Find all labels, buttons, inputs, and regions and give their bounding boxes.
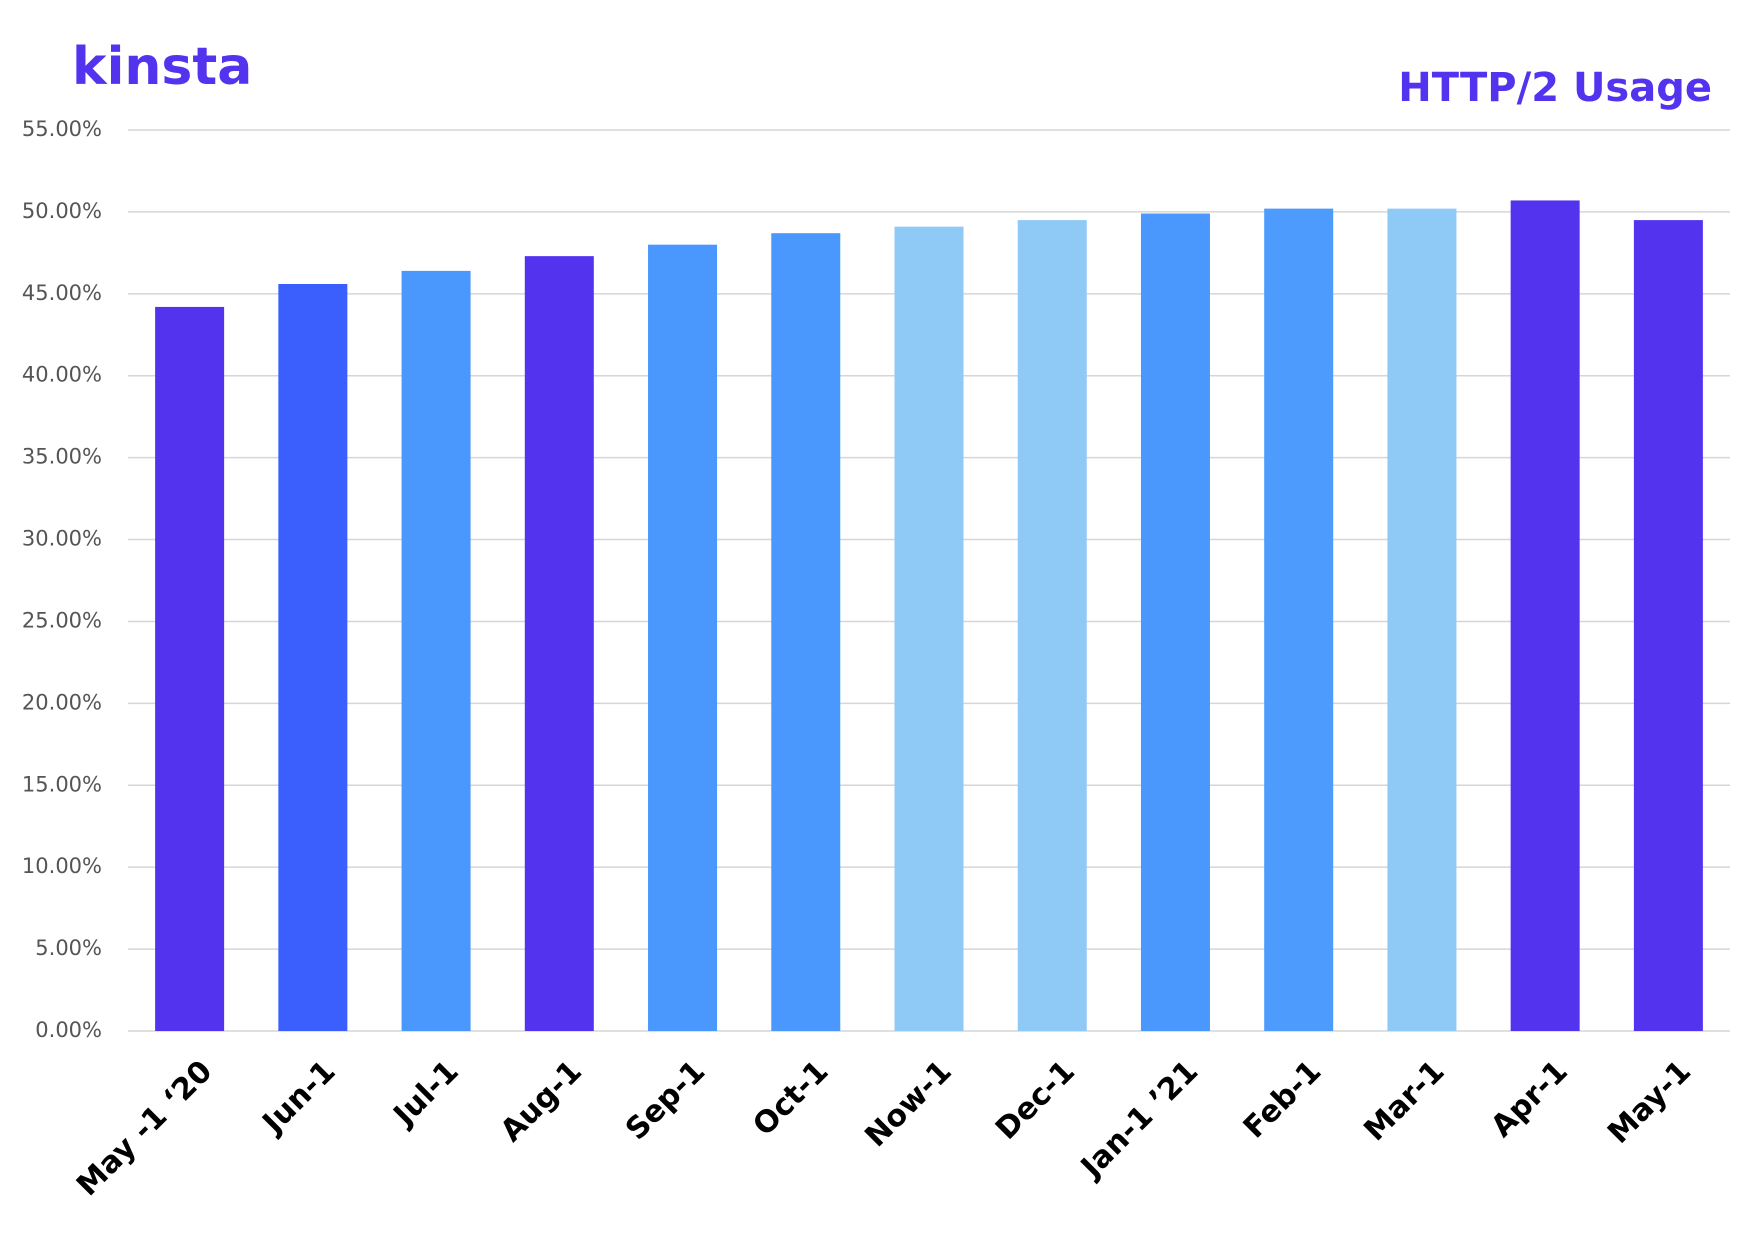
- x-tick-label: Jan-1 ’21: [1073, 1054, 1205, 1186]
- y-tick-label: 10.00%: [22, 854, 102, 878]
- y-tick-label: 5.00%: [35, 936, 102, 960]
- x-tick-label: Sep-1: [619, 1054, 712, 1147]
- x-tick-label: Jul-1: [386, 1054, 466, 1134]
- bar: [1387, 208, 1457, 1032]
- y-tick-label: 25.00%: [22, 608, 102, 632]
- bar: [1510, 200, 1580, 1031]
- chart-title: HTTP/2 Usage: [1398, 65, 1712, 111]
- bar: [1633, 220, 1703, 1032]
- bar: [278, 283, 348, 1031]
- y-tick-label: 20.00%: [22, 690, 102, 714]
- x-tick-label: Jun-1: [255, 1054, 343, 1142]
- bar: [1017, 220, 1087, 1032]
- x-tick-label: Apr-1: [1484, 1054, 1574, 1144]
- bar: [894, 226, 964, 1032]
- x-tick-label: May -1 ‘20: [70, 1054, 219, 1203]
- bar: [524, 256, 594, 1031]
- x-tick-label: Feb-1: [1237, 1054, 1329, 1146]
- x-tick-label: Oct-1: [746, 1054, 835, 1143]
- y-tick-label: 55.00%: [22, 117, 102, 141]
- bar: [648, 244, 718, 1031]
- x-tick-label: Dec-1: [989, 1054, 1082, 1147]
- bar: [1140, 213, 1210, 1032]
- y-tick-label: 50.00%: [22, 199, 102, 223]
- y-tick-label: 15.00%: [22, 772, 102, 796]
- y-tick-label: 35.00%: [22, 445, 102, 469]
- x-tick-label: Mar-1: [1357, 1054, 1451, 1148]
- x-tick-label: May-1: [1601, 1054, 1698, 1151]
- bar: [771, 233, 841, 1032]
- bar: [1264, 208, 1334, 1032]
- bar: [155, 306, 225, 1031]
- x-tick-label: Now-1: [858, 1054, 958, 1154]
- y-tick-label: 0.00%: [35, 1018, 102, 1042]
- y-tick-label: 45.00%: [22, 281, 102, 305]
- y-tick-label: 30.00%: [22, 527, 102, 551]
- y-tick-label: 40.00%: [22, 363, 102, 387]
- bar: [401, 270, 471, 1031]
- logo: kinsta: [72, 37, 252, 97]
- x-tick-label: Aug-1: [494, 1054, 589, 1149]
